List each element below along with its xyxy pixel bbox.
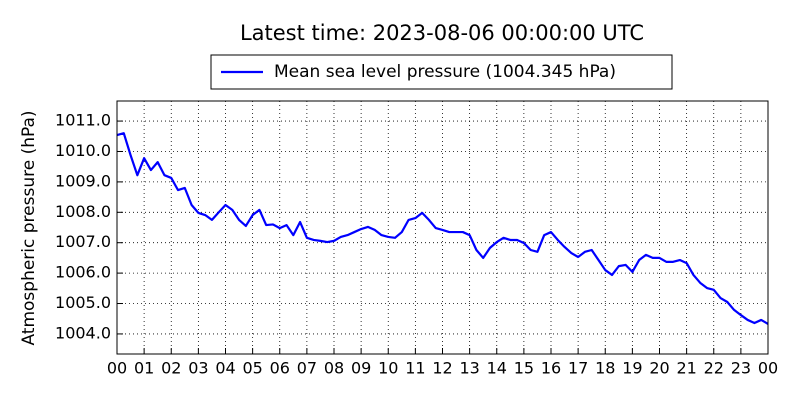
y-tick-label: 1008.0 bbox=[55, 202, 111, 221]
x-tick-label: 19 bbox=[622, 359, 642, 378]
x-tick-label: 05 bbox=[242, 359, 262, 378]
x-tick-label: 15 bbox=[514, 359, 534, 378]
x-tick-label: 00 bbox=[107, 359, 127, 378]
x-tick-label: 20 bbox=[649, 359, 669, 378]
x-tick-label: 06 bbox=[270, 359, 290, 378]
y-tick-label: 1009.0 bbox=[55, 171, 111, 190]
x-tick-label: 13 bbox=[459, 359, 479, 378]
x-tick-label: 07 bbox=[297, 359, 317, 378]
legend-box bbox=[210, 54, 673, 90]
x-tick-label: 02 bbox=[161, 359, 181, 378]
legend: Mean sea level pressure (1004.345 hPa) bbox=[210, 54, 673, 90]
x-tick-label: 09 bbox=[351, 359, 371, 378]
y-tick-label: 1011.0 bbox=[55, 111, 111, 130]
x-tick-label: 16 bbox=[541, 359, 561, 378]
x-tick-label: 14 bbox=[487, 359, 507, 378]
y-tick-label: 1005.0 bbox=[55, 293, 111, 312]
x-tick-label: 01 bbox=[134, 359, 154, 378]
x-tick-label: 12 bbox=[432, 359, 452, 378]
y-tick-label: 1004.0 bbox=[55, 323, 111, 342]
x-tick-label: 04 bbox=[215, 359, 235, 378]
x-tick-label: 17 bbox=[568, 359, 588, 378]
y-tick-label: 1007.0 bbox=[55, 232, 111, 251]
x-tick-label: 11 bbox=[405, 359, 425, 378]
data-line bbox=[116, 132, 769, 325]
x-tick-label: 21 bbox=[676, 359, 696, 378]
x-tick-label: 03 bbox=[188, 359, 208, 378]
x-tick-label: 22 bbox=[704, 359, 724, 378]
x-tick-label: 10 bbox=[378, 359, 398, 378]
y-tick-label: 1010.0 bbox=[55, 141, 111, 160]
chart-title: Latest time: 2023-08-06 00:00:00 UTC bbox=[240, 21, 644, 45]
x-tick-label: 18 bbox=[595, 359, 615, 378]
x-tick-label: 08 bbox=[324, 359, 344, 378]
x-tick-label: 00 bbox=[758, 359, 778, 378]
x-tick-label: 23 bbox=[731, 359, 751, 378]
y-tick-label: 1006.0 bbox=[55, 263, 111, 282]
y-axis-label: Atmospheric pressure (hPa) bbox=[19, 110, 39, 345]
legend-label: Mean sea level pressure (1004.345 hPa) bbox=[274, 62, 616, 82]
plot-frame bbox=[116, 100, 769, 355]
